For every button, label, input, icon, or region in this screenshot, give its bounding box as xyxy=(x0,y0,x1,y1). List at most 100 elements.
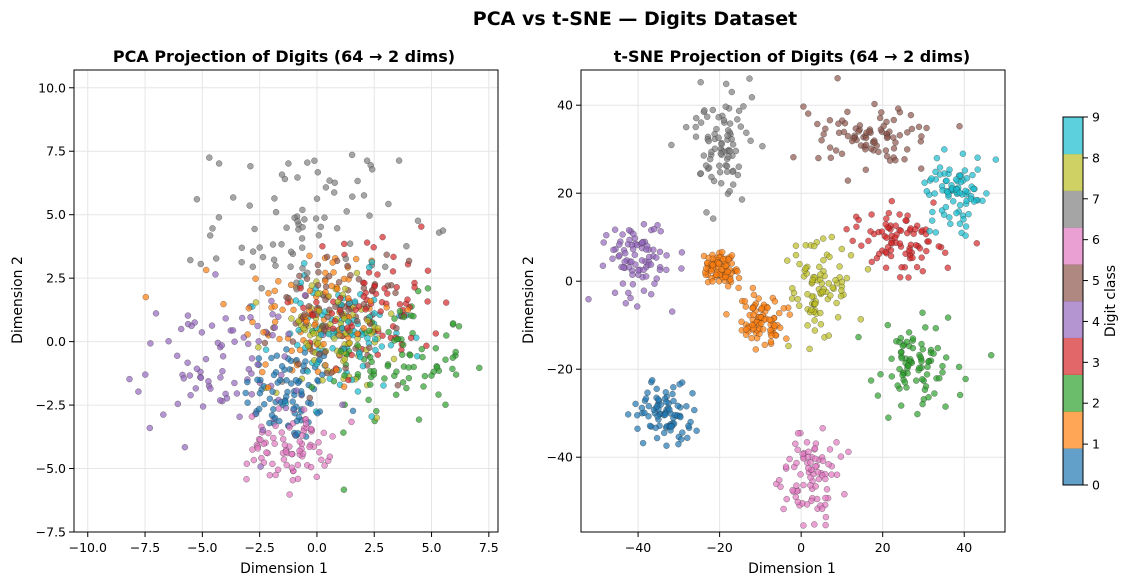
pca-point-digit-4 xyxy=(269,331,276,339)
tsne-point-digit-0 xyxy=(676,381,683,388)
pca-point-digit-1 xyxy=(260,329,267,336)
tsne-point-digit-3 xyxy=(853,223,860,231)
tsne-y-tick-label: −20 xyxy=(547,362,573,377)
pca-point-digit-7 xyxy=(193,196,201,203)
pca-point-digit-9 xyxy=(262,346,270,353)
tsne-point-digit-8 xyxy=(794,295,801,303)
tsne-point-digit-1 xyxy=(758,305,765,312)
pca-point-digit-4 xyxy=(184,312,192,319)
tsne-point-digit-2 xyxy=(942,354,950,361)
tsne-point-digit-1 xyxy=(759,326,767,333)
tsne-point-digit-8 xyxy=(792,251,800,259)
tsne-point-digit-2 xyxy=(916,364,923,372)
pca-point-digit-1 xyxy=(288,347,295,355)
tsne-point-digit-8 xyxy=(795,302,803,309)
pca-point-digit-1 xyxy=(360,324,367,332)
pca-point-digit-1 xyxy=(354,330,361,337)
pca-point-digit-5 xyxy=(324,313,331,321)
tsne-point-digit-4 xyxy=(653,254,660,261)
tsne-point-digit-0 xyxy=(684,434,691,442)
tsne-point-digit-6 xyxy=(794,498,802,506)
pca-point-digit-6 xyxy=(249,446,256,453)
pca-point-digit-3 xyxy=(363,239,371,246)
tsne-point-digit-3 xyxy=(858,242,865,249)
pca-point-digit-2 xyxy=(394,335,401,343)
pca-point-digit-7 xyxy=(349,193,356,200)
pca-point-digit-1 xyxy=(271,287,279,295)
tsne-point-digit-0 xyxy=(645,402,653,410)
tsne-point-digit-7 xyxy=(737,123,745,130)
tsne-point-digit-9 xyxy=(931,190,938,197)
tsne-point-digit-0 xyxy=(654,413,661,420)
pca-point-digit-3 xyxy=(377,308,384,315)
pca-point-digit-3 xyxy=(362,306,369,313)
tsne-point-digit-2 xyxy=(987,351,995,359)
pca-point-digit-7 xyxy=(269,241,277,248)
pca-point-digit-4 xyxy=(244,340,252,348)
colorbar-label: Digit class xyxy=(1103,265,1119,337)
pca-point-digit-1 xyxy=(367,297,374,305)
tsne-point-digit-1 xyxy=(749,304,756,312)
tsne-point-digit-1 xyxy=(767,326,774,334)
tsne-point-digit-5 xyxy=(855,128,862,135)
pca-point-digit-0 xyxy=(290,405,297,412)
tsne-point-digit-7 xyxy=(715,134,722,142)
pca-point-digit-8 xyxy=(334,298,342,306)
tsne-point-digit-2 xyxy=(931,390,938,397)
tsne-point-digit-4 xyxy=(640,220,648,228)
colorbar-segment-9 xyxy=(1063,117,1083,155)
pca-point-digit-4 xyxy=(271,324,279,331)
tsne-point-digit-3 xyxy=(912,225,919,233)
tsne-point-digit-1 xyxy=(752,346,760,353)
pca-point-digit-5 xyxy=(315,269,322,276)
tsne-point-digit-3 xyxy=(887,252,895,260)
tsne-point-digit-9 xyxy=(926,227,933,235)
pca-point-digit-6 xyxy=(296,447,303,455)
tsne-point-digit-4 xyxy=(663,252,670,259)
tsne-point-digit-3 xyxy=(896,240,904,247)
tsne-point-digit-2 xyxy=(925,393,932,401)
pca-point-digit-4 xyxy=(160,411,167,418)
pca-point-digit-4 xyxy=(222,315,229,322)
tsne-point-digit-3 xyxy=(903,229,911,237)
tsne-point-digit-7 xyxy=(697,78,704,86)
tsne-point-digit-4 xyxy=(616,252,623,259)
tsne-point-digit-4 xyxy=(668,308,676,315)
pca-point-digit-5 xyxy=(355,276,363,283)
pca-point-digit-8 xyxy=(310,330,317,337)
tsne-point-digit-1 xyxy=(741,298,749,305)
tsne-point-digit-4 xyxy=(616,241,623,248)
pca-point-digit-1 xyxy=(220,300,227,308)
pca-point-digit-6 xyxy=(313,473,321,481)
tsne-point-digit-0 xyxy=(641,409,648,417)
pca-point-digit-2 xyxy=(435,391,442,398)
pca-point-digit-2 xyxy=(405,374,413,382)
pca-point-digit-4 xyxy=(238,314,246,322)
pca-point-digit-8 xyxy=(288,315,295,322)
pca-x-tick-label: −7.5 xyxy=(130,540,160,555)
tsne-point-digit-3 xyxy=(909,254,916,262)
tsne-point-digit-5 xyxy=(834,74,841,82)
pca-point-digit-1 xyxy=(279,306,286,314)
pca-point-digit-7 xyxy=(403,242,410,250)
pca-point-digit-2 xyxy=(407,351,414,359)
tsne-point-digit-9 xyxy=(952,176,960,183)
tsne-point-digit-3 xyxy=(897,227,905,235)
tsne-point-digit-5 xyxy=(826,144,834,151)
pca-point-digit-1 xyxy=(290,306,297,314)
pca-point-digit-7 xyxy=(249,248,257,255)
tsne-point-digit-3 xyxy=(913,263,921,271)
tsne-point-digit-4 xyxy=(625,264,633,271)
colorbar-segment-8 xyxy=(1063,153,1083,191)
tsne-point-digit-1 xyxy=(712,271,720,279)
pca-point-digit-7 xyxy=(278,171,286,178)
tsne-point-digit-3 xyxy=(884,243,892,251)
tsne-point-digit-2 xyxy=(909,335,917,342)
tsne-point-digit-0 xyxy=(662,389,670,396)
tsne-point-digit-2 xyxy=(924,363,931,371)
pca-point-digit-6 xyxy=(283,461,290,469)
tsne-point-digit-3 xyxy=(849,237,856,245)
tsne-point-digit-7 xyxy=(716,162,723,170)
tsne-point-digit-2 xyxy=(897,334,905,342)
pca-point-digit-7 xyxy=(368,166,376,173)
